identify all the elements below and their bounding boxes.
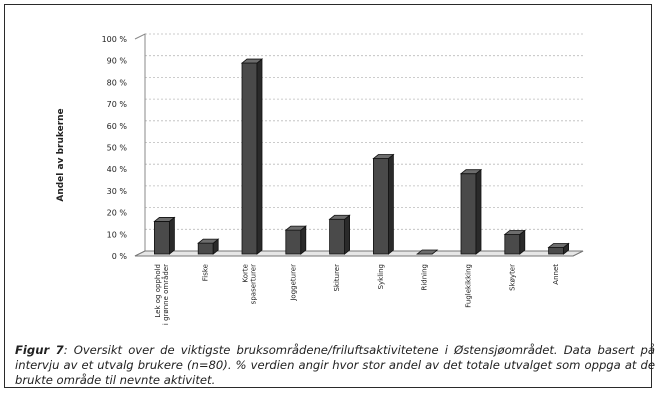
x-tick-label: Kortespaserturer <box>242 264 258 304</box>
y-tick-label: 40 % <box>107 165 128 174</box>
x-tick-label: Lek og oppholdi grønne områder <box>154 264 170 325</box>
x-tick-label: Skiturer <box>333 264 341 292</box>
x-tick-label: Annet <box>552 264 560 285</box>
caption-label: Figur 7 <box>15 343 64 357</box>
figure-caption: Figur 7: Oversikt over de viktigste bruk… <box>15 343 655 388</box>
figure-frame: 0 % 10 % 20 % 30 % 40 % 50 % 60 % 70 % 80 % 90 % 1… <box>4 4 655 388</box>
y-tick-label: 100 % <box>102 35 128 44</box>
y-tick-label: 30 % <box>107 187 128 196</box>
bar <box>197 238 220 255</box>
y-tick-label: 50 % <box>107 144 128 153</box>
x-tick-label: Ridning <box>421 264 429 291</box>
y-tick-label: 10 % <box>107 230 128 239</box>
bar <box>372 153 395 255</box>
bar <box>503 229 526 255</box>
x-tick-label: Joggeturer <box>289 264 297 302</box>
y-tick-label: 70 % <box>107 100 128 109</box>
bar <box>416 249 439 255</box>
x-tick-label: Fiske <box>202 264 210 281</box>
bar <box>240 58 264 255</box>
y-tick-label: 90 % <box>107 57 128 66</box>
bar <box>284 225 307 255</box>
bar <box>328 214 351 255</box>
caption-text: : Oversikt over de viktigste bruksområde… <box>15 343 655 387</box>
x-tick-label: Skøyter <box>508 264 516 291</box>
bar-chart: 0 % 10 % 20 % 30 % 40 % 50 % 60 % 70 % 80 % 90 % 1… <box>56 33 584 325</box>
bar <box>459 168 483 255</box>
y-tick-label: 20 % <box>107 209 128 218</box>
y-axis-label: Andel av brukerne <box>56 108 66 201</box>
bar <box>153 216 176 255</box>
x-tick-label: Sykling <box>377 264 385 289</box>
y-tick-label: 0 % <box>112 252 128 261</box>
y-tick-label: 60 % <box>107 122 128 131</box>
y-tick-label: 80 % <box>107 78 128 87</box>
x-tick-label: Fuglekikking <box>465 264 473 308</box>
bar <box>547 242 570 255</box>
